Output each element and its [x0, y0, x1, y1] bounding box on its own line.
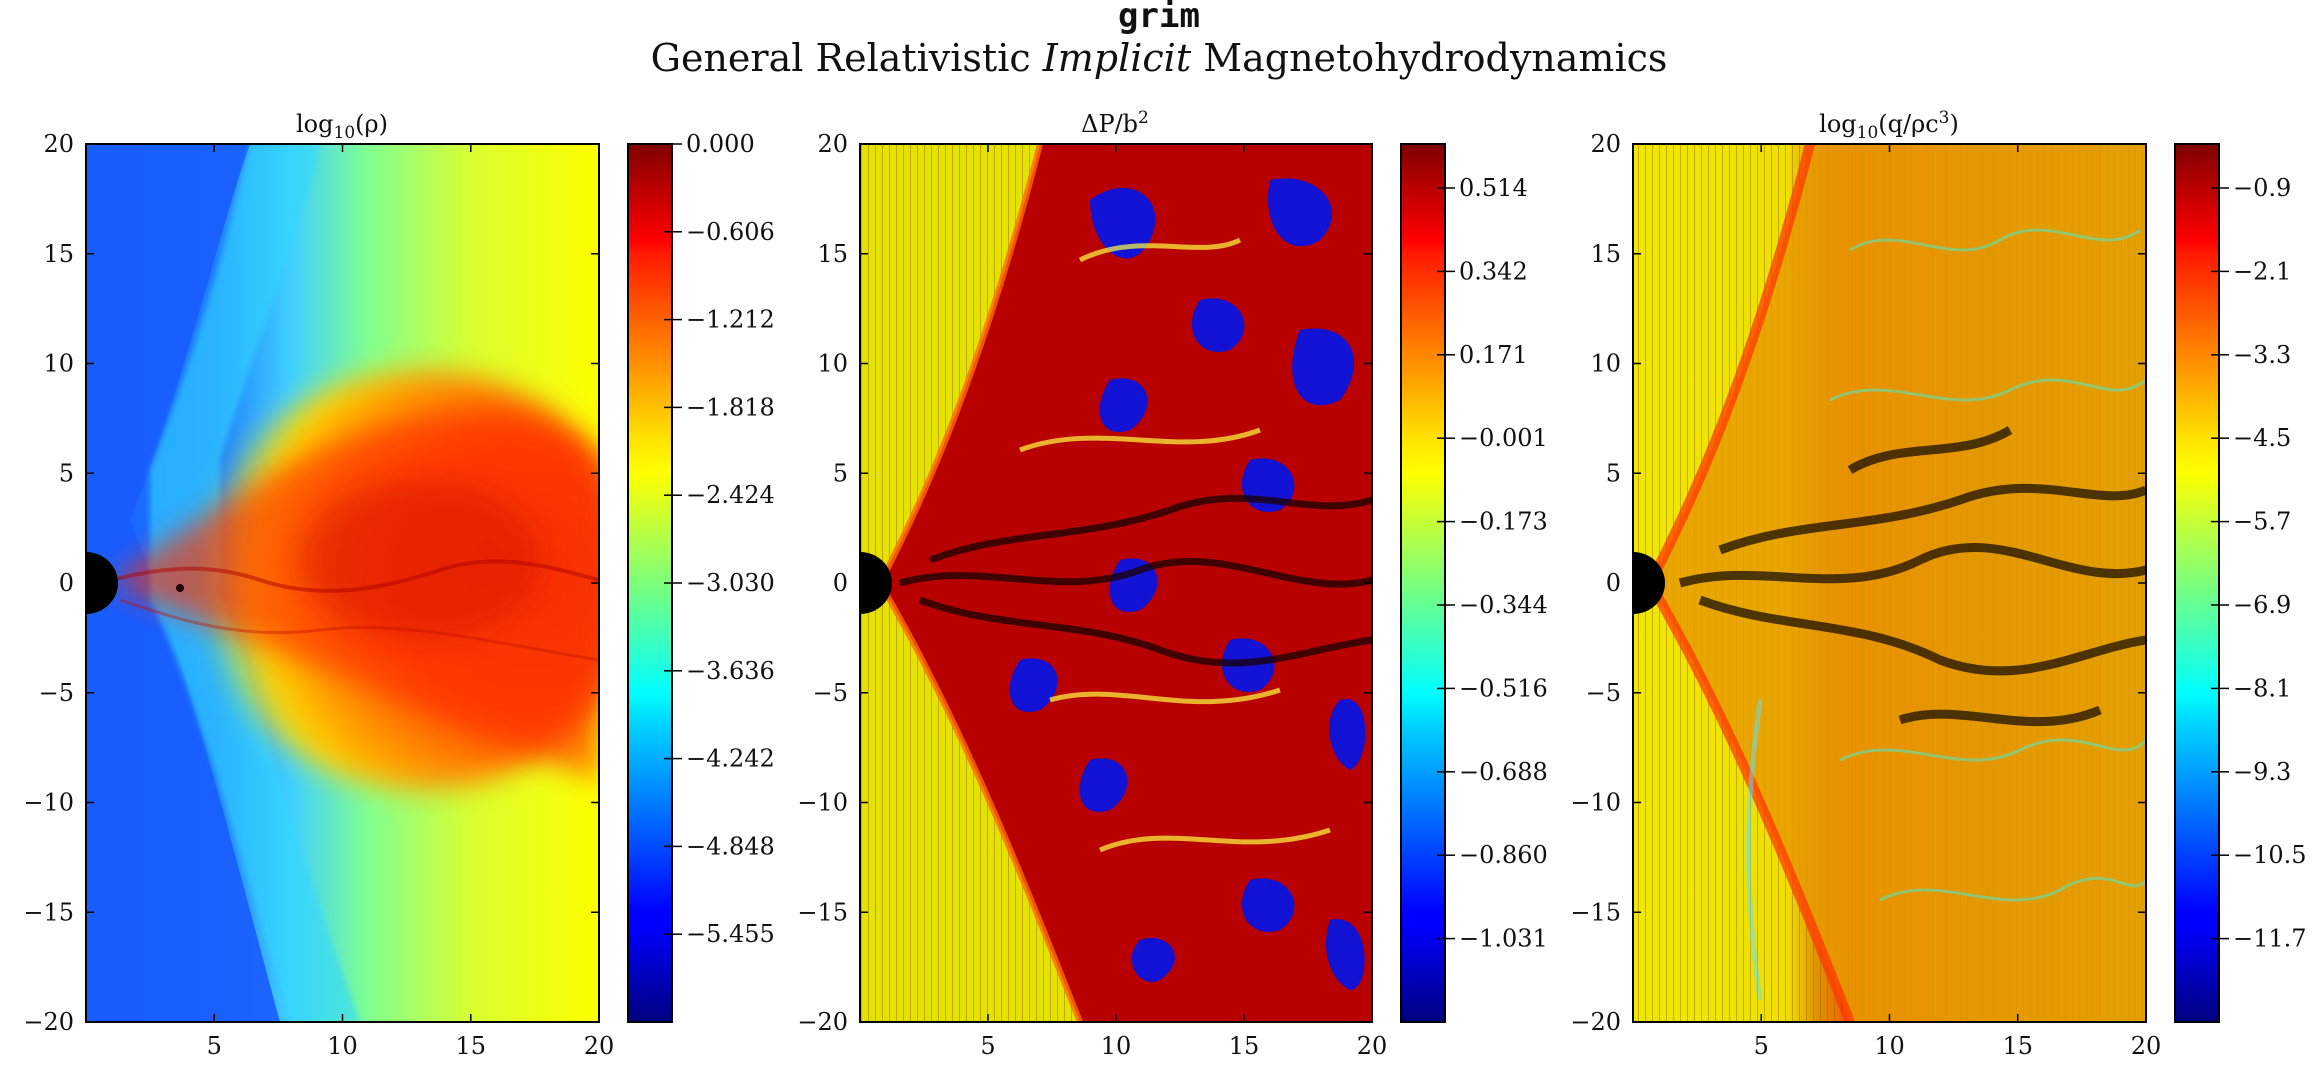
x-tick-label: 10: [327, 1032, 358, 1060]
subtitle-italic: Implicit: [1042, 36, 1192, 80]
colorbar-tick-label: −3.3: [2233, 341, 2291, 369]
y-tick-label: −15: [797, 898, 848, 926]
colorbar-tick-label: −0.173: [1459, 508, 1548, 536]
colorbar-tick-label: −0.344: [1459, 591, 1548, 619]
horizon-2: [860, 552, 892, 614]
x-tick-label: 20: [1357, 1032, 1388, 1060]
x-tick-label: 10: [1101, 1032, 1132, 1060]
colorbar-tick-label: −4.242: [686, 745, 775, 773]
colorbar-tick-label: −5.7: [2233, 508, 2291, 536]
y-tick-label: 10: [43, 350, 74, 378]
colorbar-tick-label: 0.342: [1459, 257, 1528, 285]
colorbar-tick-label: −11.7: [2233, 925, 2307, 953]
colorbar-3: [2174, 143, 2220, 1023]
x-tick-label: 5: [980, 1032, 995, 1060]
y-tick-label: −10: [23, 789, 74, 817]
colorbar-tick-label: −3.030: [686, 569, 775, 597]
colorbar-tick-label: −10.5: [2233, 841, 2307, 869]
y-tick-label: −15: [1570, 898, 1621, 926]
colorbar-tick-label: −3.636: [686, 657, 775, 685]
y-tick-label: 10: [817, 350, 848, 378]
y-tick-label: −20: [23, 1008, 74, 1036]
panel-3: [1633, 144, 2146, 1022]
subtitle-part-1: General Relativistic: [650, 36, 1043, 80]
colorbar-tick-label: −0.606: [686, 218, 775, 246]
x-tick-label: 15: [1229, 1032, 1260, 1060]
axes-layer: 20 15 10 5 0 −5 −10 −15 −20 5 10 15 20 0.000 −0.606 −1.…: [23, 130, 2306, 1060]
y-tick-label: 15: [1590, 240, 1621, 268]
colorbar-tick-label: −9.3: [2233, 758, 2291, 786]
colorbar-tick-label: 0.171: [1459, 341, 1528, 369]
y-tick-label: 5: [833, 459, 848, 487]
panel-title-3: log10(q/ρc3): [1819, 108, 1959, 143]
colorbar-tick-label: −2.424: [686, 481, 775, 509]
y-tick-label: 20: [817, 130, 848, 158]
colorbar-tick-label: −0.860: [1459, 841, 1548, 869]
y-tick-label: −10: [797, 789, 848, 817]
colorbar-tick-label: −0.9: [2233, 174, 2291, 202]
colorbar-tick-label: −1.212: [686, 306, 775, 334]
x-tick-label: 15: [2002, 1032, 2033, 1060]
colorbar-tick-label: −4.848: [686, 832, 775, 860]
y-tick-label: 20: [43, 130, 74, 158]
x-tick-label: 20: [584, 1032, 615, 1060]
y-tick-label: −15: [23, 898, 74, 926]
y-tick-label: −20: [1570, 1008, 1621, 1036]
figure-subtitle: General Relativistic Implicit Magnetohyd…: [0, 36, 2318, 80]
y-tick-label: 15: [817, 240, 848, 268]
y-tick-label: 0: [1606, 569, 1621, 597]
y-tick-label: −5: [813, 679, 848, 707]
y-tick-label: 0: [833, 569, 848, 597]
colorbar-tick-label: −0.001: [1459, 424, 1548, 452]
y-tick-label: −5: [1586, 679, 1621, 707]
y-tick-label: 5: [59, 459, 74, 487]
colorbar-tick-label: −2.1: [2233, 257, 2291, 285]
colorbar-tick-label: 0.514: [1459, 174, 1528, 202]
x-tick-label: 5: [207, 1032, 222, 1060]
panel-1: [86, 144, 599, 1022]
x-tick-label: 5: [1754, 1032, 1769, 1060]
panel-title-2: ΔP/b2: [1081, 108, 1149, 138]
colorbar-tick-label: −5.455: [686, 920, 775, 948]
y-tick-label: −10: [1570, 789, 1621, 817]
colorbar-tick-label: −0.688: [1459, 758, 1548, 786]
figure-title: grim: [1118, 0, 1200, 36]
colorbar-2: [1400, 143, 1446, 1023]
colorbar-tick-label: −4.5: [2233, 424, 2291, 452]
panel-title-1: log10(ρ): [296, 110, 388, 143]
subtitle-part-2: Magnetohydrodynamics: [1191, 36, 1668, 80]
colorbar-tick-label: −1.031: [1459, 925, 1548, 953]
y-tick-label: 10: [1590, 350, 1621, 378]
y-tick-label: 0: [59, 569, 74, 597]
colorbar-tick-label: −6.9: [2233, 591, 2291, 619]
y-tick-label: 20: [1590, 130, 1621, 158]
colorbar-tick-label: −1.818: [686, 393, 775, 421]
horizon-3: [1633, 552, 1665, 614]
colorbar-tick-label: −8.1: [2233, 674, 2291, 702]
y-tick-label: 15: [43, 240, 74, 268]
colorbar-tick-label: 0.000: [686, 130, 755, 158]
y-tick-label: 5: [1606, 459, 1621, 487]
x-tick-label: 15: [455, 1032, 486, 1060]
y-tick-label: −5: [39, 679, 74, 707]
panel-2: [860, 144, 1372, 1022]
colorbar-tick-label: −0.516: [1459, 674, 1548, 702]
x-tick-label: 10: [1874, 1032, 1905, 1060]
y-tick-label: −20: [797, 1008, 848, 1036]
x-tick-label: 20: [2131, 1032, 2162, 1060]
